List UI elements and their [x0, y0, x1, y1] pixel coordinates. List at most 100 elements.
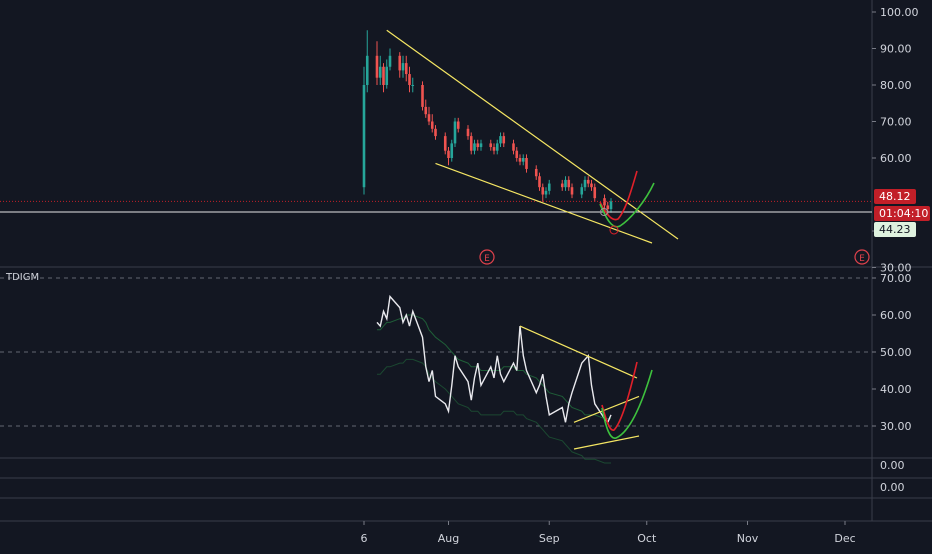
- candle-body: [534, 168, 538, 177]
- candle-body: [450, 143, 454, 158]
- candle-body: [453, 121, 457, 144]
- candle-body: [411, 85, 415, 86]
- last-price-badge: [874, 189, 916, 204]
- indicator-tick-label: 50.00: [880, 346, 912, 359]
- price-tick-label: 80.00: [880, 79, 912, 92]
- candle-body: [430, 121, 434, 129]
- candle-body: [564, 179, 567, 188]
- candle-body: [473, 143, 476, 151]
- candle-body: [512, 143, 515, 151]
- candle-body: [502, 136, 506, 144]
- candle-body: [476, 143, 480, 148]
- time-tick-label: Nov: [737, 532, 759, 545]
- indicator-tick-label: 0.00: [880, 459, 905, 472]
- countdown-badge-text: 01:04:10: [879, 207, 928, 220]
- candle-body: [567, 179, 571, 188]
- candle-body: [609, 201, 613, 210]
- indicator-tick-label: 70.00: [880, 272, 912, 285]
- candle-body: [544, 190, 548, 195]
- candle-body: [606, 205, 610, 210]
- time-tick-label: 6: [361, 532, 368, 545]
- candle-body: [499, 136, 502, 144]
- indicator-resistance-trendline: [519, 325, 638, 379]
- indicator-green-projection: [601, 369, 653, 439]
- price-tick-label: 100.00: [880, 6, 919, 19]
- price-support-trendline: [435, 162, 653, 244]
- indicator-line: [376, 294, 612, 424]
- candle-body: [515, 150, 519, 158]
- candle-body: [538, 176, 541, 188]
- candle-body: [408, 74, 411, 85]
- candle-body: [456, 121, 460, 129]
- candle-body: [541, 187, 545, 195]
- price-pivot-marker: [600, 208, 608, 216]
- last-price-badge-text: 48.12: [879, 190, 911, 203]
- candle-body: [385, 66, 389, 85]
- candle-body: [525, 158, 528, 169]
- candle-body: [362, 85, 366, 188]
- price-red-projection: [599, 170, 638, 221]
- candle-body: [560, 183, 564, 188]
- candle-body: [583, 179, 587, 188]
- candle-body: [479, 143, 483, 148]
- candle-body: [521, 158, 525, 162]
- candle-body: [547, 183, 551, 191]
- low-price-badge: [874, 222, 916, 237]
- earnings-marker-text: E: [859, 254, 865, 264]
- candle-body: [469, 136, 473, 151]
- indicator-tick-label: 40.00: [880, 383, 912, 396]
- indicator-tick-label: 60.00: [880, 309, 912, 322]
- candle-body: [603, 198, 606, 206]
- candle-body: [434, 128, 437, 137]
- candle-body: [375, 55, 379, 78]
- candle-body: [427, 114, 431, 122]
- candle-body: [382, 66, 385, 85]
- time-tick-label: Oct: [637, 532, 657, 545]
- earnings-marker: [479, 249, 495, 265]
- candle-body: [590, 183, 593, 188]
- candle-body: [388, 55, 392, 67]
- candle-body: [586, 179, 590, 184]
- candle-body: [424, 106, 428, 115]
- candle-body: [489, 143, 493, 148]
- indicator-upper-support-trendline: [573, 395, 640, 423]
- low-price-badge-text: 44.23: [879, 223, 911, 236]
- candle-body: [378, 66, 382, 78]
- price-tick-label: 70.00: [880, 116, 912, 129]
- price-tick-label: 90.00: [880, 43, 912, 56]
- indicator-label: TDIGM: [6, 272, 40, 283]
- time-tick-label: Sep: [539, 532, 560, 545]
- candles-group: [362, 30, 613, 216]
- candle-body: [593, 187, 597, 199]
- indicator-tick-label: 30.00: [880, 420, 912, 433]
- time-tick-label: Aug: [438, 532, 459, 545]
- candle-body: [447, 150, 450, 158]
- price-tick-label: 60.00: [880, 152, 912, 165]
- candle-body: [570, 187, 574, 195]
- candle-body: [518, 158, 522, 162]
- candle-body: [365, 55, 369, 85]
- countdown-badge: [874, 206, 930, 221]
- indicator-red-projection: [601, 361, 638, 431]
- candle-body: [401, 63, 405, 71]
- candle-body: [404, 63, 408, 75]
- candle-body: [466, 128, 470, 137]
- indicator-band-line: [377, 314, 611, 420]
- indicator-tick-label: 0.00: [880, 481, 905, 494]
- time-tick-label: Dec: [834, 532, 855, 545]
- candle-body: [580, 187, 584, 195]
- price-low-marker: [609, 225, 619, 235]
- price-resistance-trendline: [386, 29, 679, 240]
- earnings-marker-text: E: [484, 254, 490, 264]
- candle-body: [421, 85, 424, 107]
- price-tick-label: 30.00: [880, 262, 912, 275]
- candle-body: [398, 55, 402, 71]
- candle-body: [492, 147, 496, 151]
- indicator-group: [376, 294, 612, 464]
- candle-body: [495, 143, 499, 151]
- indicator-lower-support-trendline: [573, 435, 640, 450]
- earnings-marker: [854, 249, 870, 265]
- indicator-lower-band-line: [377, 358, 611, 464]
